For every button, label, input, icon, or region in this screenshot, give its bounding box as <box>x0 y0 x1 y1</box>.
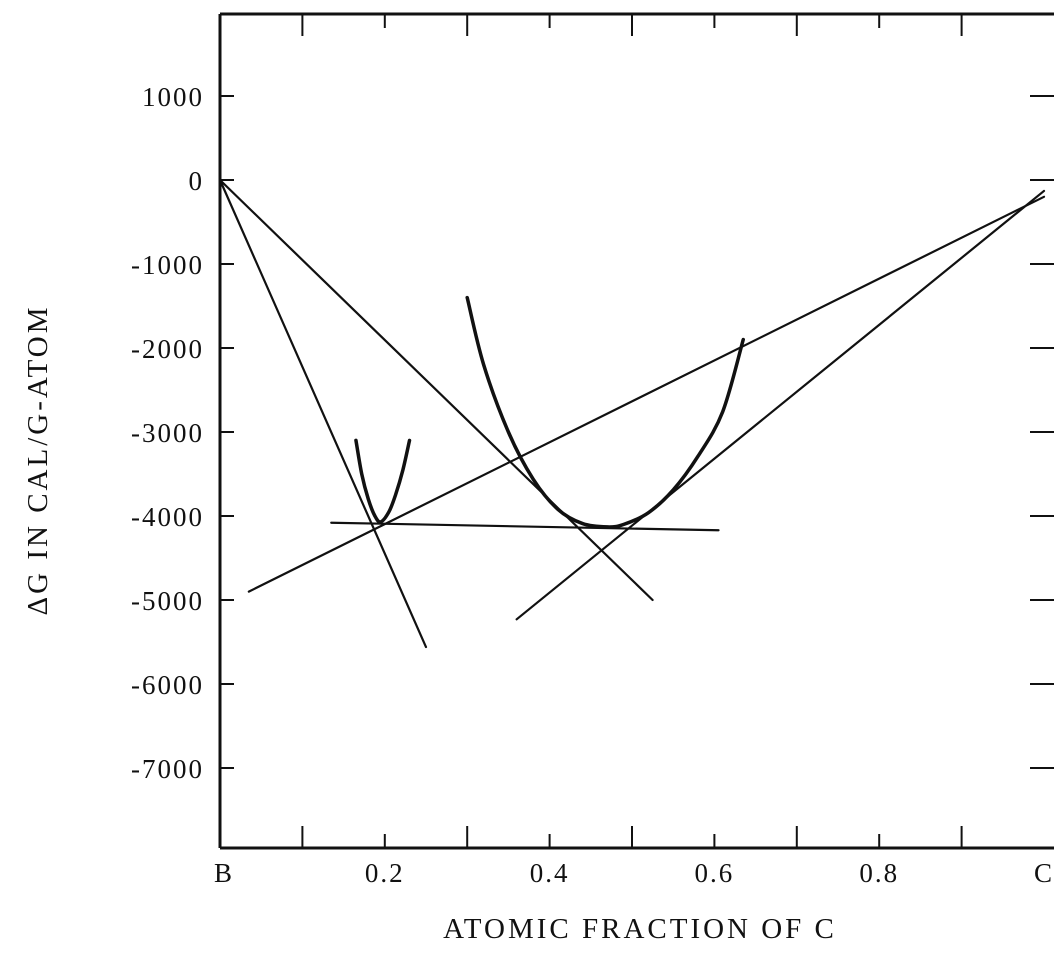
tangent-line-4 <box>330 521 720 532</box>
plot-frame <box>218 12 1054 850</box>
x-tick-label: 0.4 <box>530 858 570 888</box>
x-axis-title: ATOMIC FRACTION OF C <box>443 913 837 945</box>
free-energy-curve-6 <box>465 295 745 529</box>
tangent-line-3 <box>515 189 1046 621</box>
x-tick-label: 0.2 <box>365 858 405 888</box>
tangent-line-2 <box>247 195 1046 593</box>
y-tick-label: 1000 <box>142 82 204 112</box>
x-tick-label: 0.8 <box>859 858 899 888</box>
y-tick-label: -3000 <box>131 418 204 448</box>
y-axis-title: ΔG IN CAL/G-ATOM <box>22 305 54 616</box>
tick-labels: 1000 0 -1000 -2000 -3000 -4000 -5000 -6000 -7000… <box>131 82 1054 888</box>
free-energy-curve-5 <box>354 438 412 524</box>
axis-ticks <box>220 14 1054 848</box>
tangent-line-0 <box>218 178 428 649</box>
data-series <box>218 178 1046 649</box>
y-tick-label: -6000 <box>131 670 204 700</box>
x-tick-label: C <box>1034 858 1054 888</box>
y-tick-label: -5000 <box>131 586 204 616</box>
y-tick-label: -1000 <box>131 250 204 280</box>
x-tick-label: B <box>214 858 234 888</box>
y-tick-label: -2000 <box>131 334 204 364</box>
y-tick-label: -7000 <box>131 754 204 784</box>
x-tick-label: 0.6 <box>695 858 735 888</box>
tangent-line-1 <box>218 178 654 602</box>
y-tick-label: -4000 <box>131 502 204 532</box>
y-tick-label: 0 <box>189 166 205 196</box>
